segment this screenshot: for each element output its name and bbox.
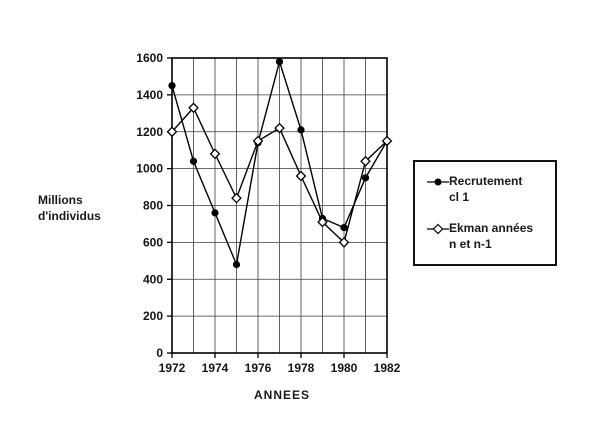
svg-text:1972: 1972 [159, 361, 186, 375]
x-axis-label: ANNEES [253, 388, 311, 402]
filled-circle-marker [427, 175, 449, 193]
legend-item-recrutement: Recrutement cl 1 [427, 174, 545, 205]
legend-label-recrutement: Recrutement cl 1 [449, 174, 523, 204]
line-chart: 0 200 400 600 800 1000 1200 1400 1600 1972 1974 197… [136, 51, 401, 375]
svg-text:1600: 1600 [136, 51, 163, 65]
svg-text:0: 0 [156, 346, 163, 360]
legend: Recrutement cl 1 Ekman années n et n-1 [413, 160, 557, 267]
legend-label-ekman: Ekman années n et n-1 [449, 221, 534, 251]
svg-text:1982: 1982 [374, 361, 401, 375]
svg-text:1980: 1980 [331, 361, 358, 375]
svg-text:1978: 1978 [288, 361, 315, 375]
svg-text:1976: 1976 [245, 361, 272, 375]
legend-item-ekman: Ekman années n et n-1 [427, 221, 545, 252]
svg-text:1400: 1400 [136, 88, 163, 102]
y-axis-label-line2: d'individus [38, 209, 101, 224]
open-diamond-marker [427, 222, 449, 240]
svg-text:1200: 1200 [136, 125, 163, 139]
y-axis-label-line1: Millions [38, 193, 83, 207]
svg-text:800: 800 [143, 199, 163, 213]
svg-text:600: 600 [143, 235, 163, 249]
svg-text:400: 400 [143, 272, 163, 286]
svg-text:1974: 1974 [202, 361, 229, 375]
svg-text:200: 200 [143, 309, 163, 323]
plot-area-container: 0 200 400 600 800 1000 1200 1400 1600 1972 1974 197… [120, 44, 410, 389]
y-axis-label: Millions d'individus [38, 192, 101, 224]
svg-text:1000: 1000 [136, 162, 163, 176]
